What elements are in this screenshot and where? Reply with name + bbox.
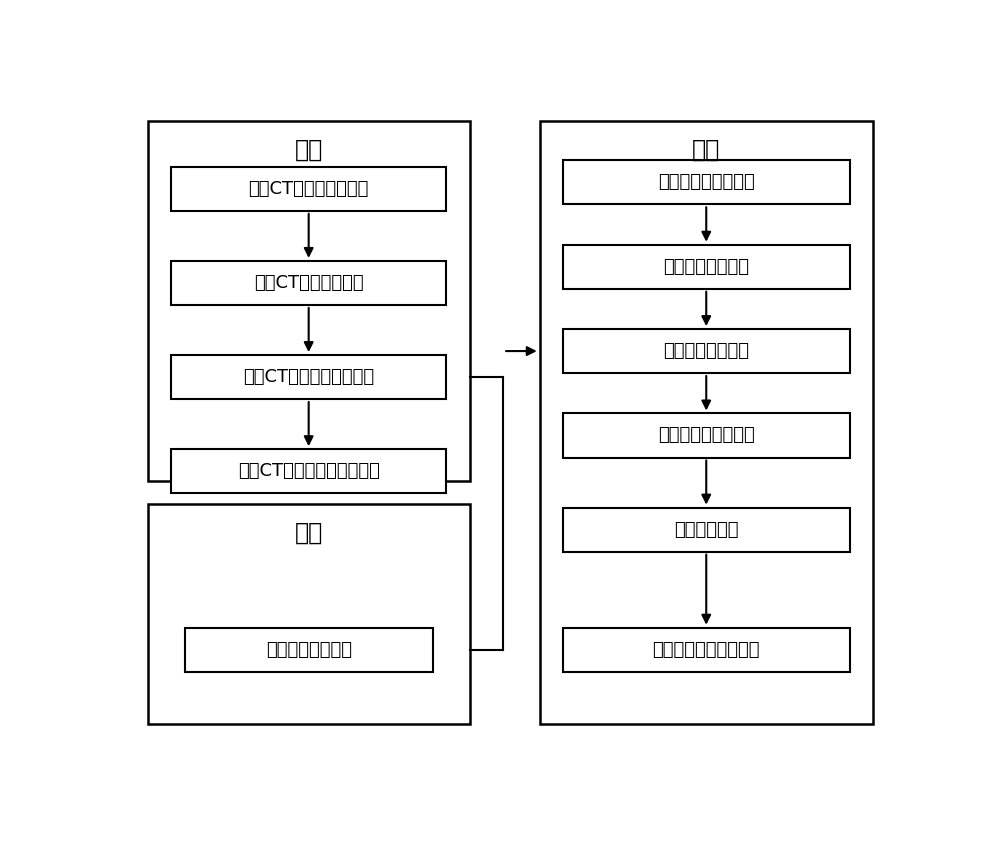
Bar bbox=[171, 167, 446, 211]
Bar bbox=[563, 507, 850, 551]
Text: 术中个体变异模块: 术中个体变异模块 bbox=[663, 342, 749, 360]
Bar bbox=[148, 121, 470, 481]
Text: 术前CT图像分割模块: 术前CT图像分割模块 bbox=[254, 274, 363, 292]
Bar bbox=[540, 121, 873, 724]
Bar bbox=[563, 329, 850, 373]
Text: 术中: 术中 bbox=[692, 138, 720, 162]
Text: 术前: 术前 bbox=[295, 138, 323, 162]
Text: 术前CT图像三维重建模块: 术前CT图像三维重建模块 bbox=[243, 368, 374, 386]
Bar bbox=[563, 244, 850, 289]
Bar bbox=[185, 627, 433, 672]
Bar bbox=[171, 260, 446, 305]
Text: 术前CT图像预处理模块: 术前CT图像预处理模块 bbox=[248, 180, 369, 198]
Text: 术中配准初始化模块: 术中配准初始化模块 bbox=[658, 174, 755, 191]
Bar bbox=[171, 449, 446, 493]
Text: 术中变异后处理模块: 术中变异后处理模块 bbox=[658, 427, 755, 444]
Text: 图像配准模块: 图像配准模块 bbox=[674, 521, 738, 539]
Bar bbox=[148, 503, 470, 724]
Bar bbox=[563, 413, 850, 458]
Bar bbox=[563, 627, 850, 672]
Text: 血管辨识结果展示模块: 血管辨识结果展示模块 bbox=[652, 641, 760, 658]
Text: 术中量子更新模块: 术中量子更新模块 bbox=[663, 258, 749, 276]
Bar bbox=[171, 355, 446, 399]
Text: 术中造影成像模块: 术中造影成像模块 bbox=[266, 641, 352, 658]
Text: 术前CT图像二维平面化模块: 术前CT图像二维平面化模块 bbox=[238, 462, 380, 481]
Text: 术中: 术中 bbox=[295, 521, 323, 545]
Bar bbox=[563, 160, 850, 204]
